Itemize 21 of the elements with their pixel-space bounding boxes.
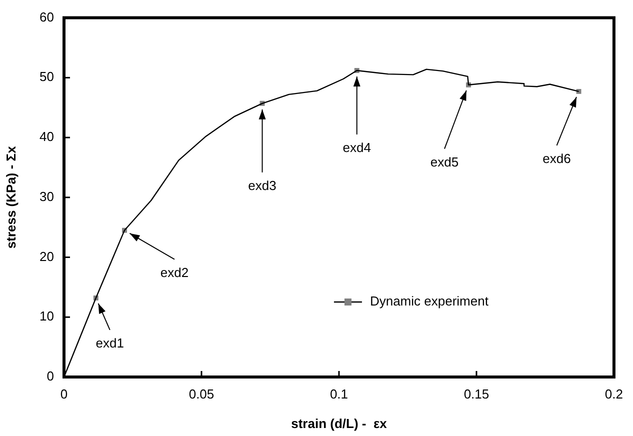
x-tick-label: 0 bbox=[60, 386, 68, 402]
legend-label: Dynamic experiment bbox=[370, 294, 489, 309]
x-tick-label: 0.2 bbox=[604, 386, 624, 402]
y-tick-label: 40 bbox=[40, 129, 54, 144]
y-tick-label: 20 bbox=[40, 248, 54, 264]
y-tick-label: 10 bbox=[40, 308, 54, 324]
y-tick-label: 60 bbox=[40, 9, 54, 24]
annotation: exd5 bbox=[430, 154, 459, 170]
y-tick-label: 30 bbox=[40, 188, 54, 204]
y-axis-title: stress (KPa) - Σx bbox=[3, 145, 18, 249]
annotation: exd3 bbox=[248, 178, 276, 193]
y-tick-label: 0 bbox=[46, 368, 54, 384]
annotation: exd2 bbox=[160, 264, 189, 280]
annotation: exd6 bbox=[542, 151, 571, 166]
x-tick-label: 0.05 bbox=[188, 386, 214, 402]
y-tick-label: 50 bbox=[40, 69, 54, 84]
annotation: exd4 bbox=[342, 140, 371, 156]
x-axis-title: strain (d/L) - εx bbox=[291, 416, 388, 431]
annotation: exd1 bbox=[96, 336, 124, 351]
x-tick-label: 0.15 bbox=[464, 386, 490, 402]
x-tick-label: 0.1 bbox=[330, 386, 348, 402]
